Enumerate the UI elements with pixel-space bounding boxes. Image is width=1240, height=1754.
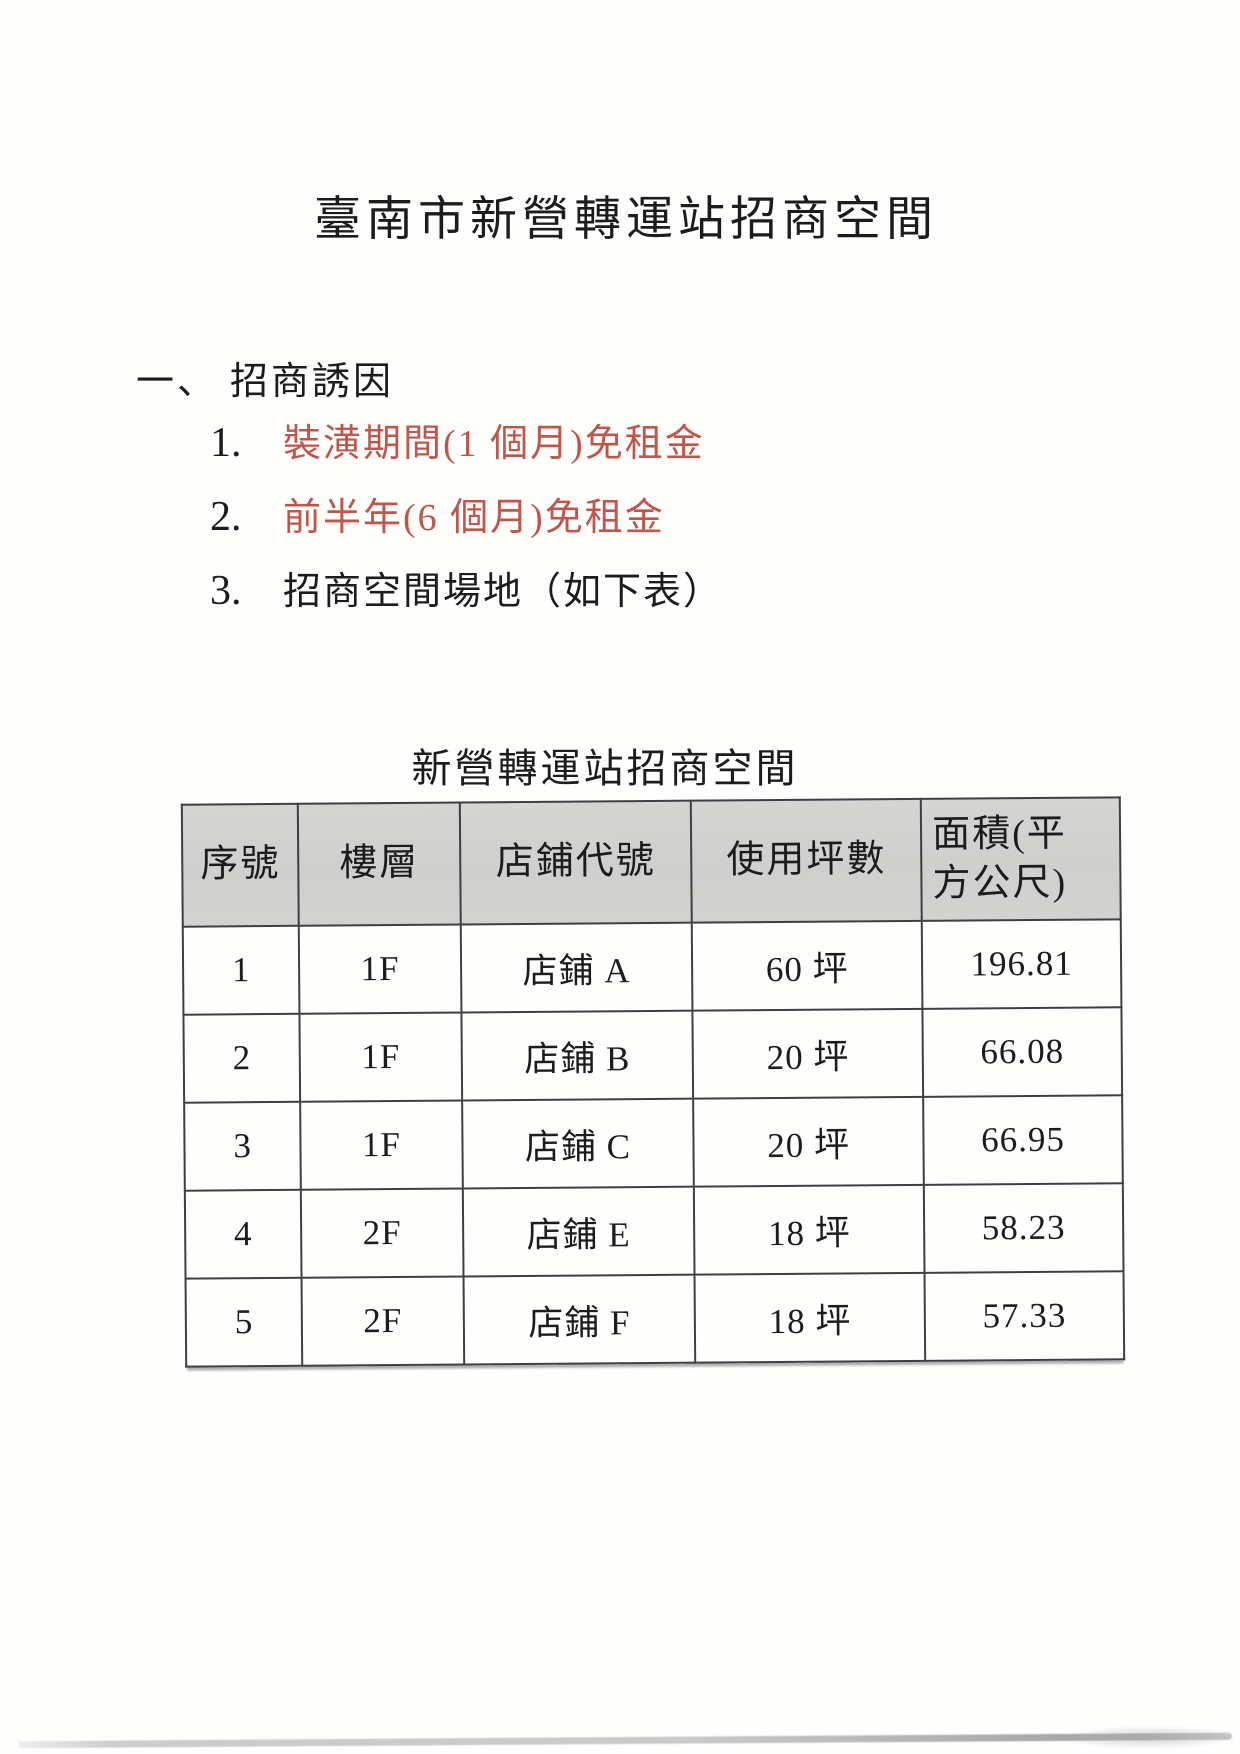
table-row: 2 1F 店鋪 B 20 坪 66.08	[183, 1007, 1123, 1103]
table-cell: 4	[184, 1189, 302, 1279]
column-header: 店鋪代號	[459, 800, 693, 925]
table-cell: 58.23	[923, 1183, 1124, 1273]
table-body: 1 1F 店鋪 A 60 坪 196.81 2 1F 店鋪 B 20 坪 66.08 3 1F 店鋪 C…	[182, 919, 1125, 1367]
section-heading: 一、 招商誘因	[136, 350, 394, 405]
table-cell: 57.33	[924, 1271, 1125, 1361]
column-header: 使用坪數	[691, 798, 922, 923]
table-cell: 店鋪 B	[461, 1010, 694, 1101]
table-cell: 店鋪 A	[460, 922, 693, 1013]
incentive-item-2: 2. 前半年(6 個月)免租金	[210, 492, 970, 542]
table-cell: 3	[184, 1101, 302, 1191]
column-header: 樓層	[298, 802, 461, 926]
incentive-list: 1. 裝潢期間(1 個月)免租金 2. 前半年(6 個月)免租金 3. 招商空間場地（如下…	[210, 418, 970, 640]
table-cell: 1	[182, 925, 300, 1015]
item-number: 1.	[210, 420, 242, 466]
scan-artifact-line	[17, 1732, 1233, 1749]
item-number: 2.	[210, 494, 242, 540]
table-header-row: 序號 樓層 店鋪代號 使用坪數 面積(平 方公尺)	[181, 797, 1121, 927]
table-cell: 20 坪	[692, 1008, 924, 1099]
table-cell: 60 坪	[692, 920, 923, 1011]
table-row: 3 1F 店鋪 C 20 坪 66.95	[184, 1095, 1123, 1191]
table-cell: 1F	[300, 1100, 463, 1190]
table-cell: 66.95	[923, 1095, 1123, 1185]
document-title: 臺南市新營轉運站招商空間	[314, 194, 938, 246]
space-table: 序號 樓層 店鋪代號 使用坪數 面積(平 方公尺) 1 1F 店鋪 A 60 坪 196.81 2…	[181, 796, 1125, 1367]
table-cell: 2F	[301, 1188, 464, 1278]
table-row: 5 2F 店鋪 F 18 坪 57.33	[185, 1271, 1125, 1367]
column-header: 面積(平 方公尺)	[920, 797, 1121, 921]
table-cell: 1F	[299, 924, 462, 1014]
item-number: 3.	[210, 568, 242, 614]
column-header: 序號	[181, 803, 300, 927]
item-text: 裝潢期間(1 個月)免租金	[283, 423, 705, 465]
item-text: 招商空間場地（如下表）	[283, 571, 724, 613]
table-cell: 18 坪	[694, 1184, 925, 1275]
table-cell: 店鋪 C	[461, 1098, 695, 1189]
table-cell: 店鋪 F	[463, 1274, 696, 1365]
table-cell: 20 坪	[693, 1096, 924, 1187]
table-row: 4 2F 店鋪 E 18 坪 58.23	[184, 1183, 1124, 1279]
section-number: 一、	[136, 361, 219, 403]
table-cell: 196.81	[921, 919, 1122, 1009]
table-cell: 2	[183, 1013, 301, 1103]
table-cell: 66.08	[922, 1007, 1123, 1097]
section-heading-text: 招商誘因	[230, 361, 395, 403]
table-row: 1 1F 店鋪 A 60 坪 196.81	[182, 919, 1122, 1015]
table-title: 新營轉運站招商空間	[411, 746, 799, 791]
table-cell: 2F	[301, 1276, 464, 1366]
table-cell: 1F	[299, 1012, 462, 1102]
table-cell: 店鋪 E	[462, 1186, 695, 1277]
incentive-item-3: 3. 招商空間場地（如下表）	[210, 566, 970, 616]
incentive-item-1: 1. 裝潢期間(1 個月)免租金	[210, 418, 970, 468]
item-text: 前半年(6 個月)免租金	[283, 497, 665, 539]
table-cell: 5	[185, 1277, 303, 1367]
table-cell: 18 坪	[694, 1272, 926, 1363]
